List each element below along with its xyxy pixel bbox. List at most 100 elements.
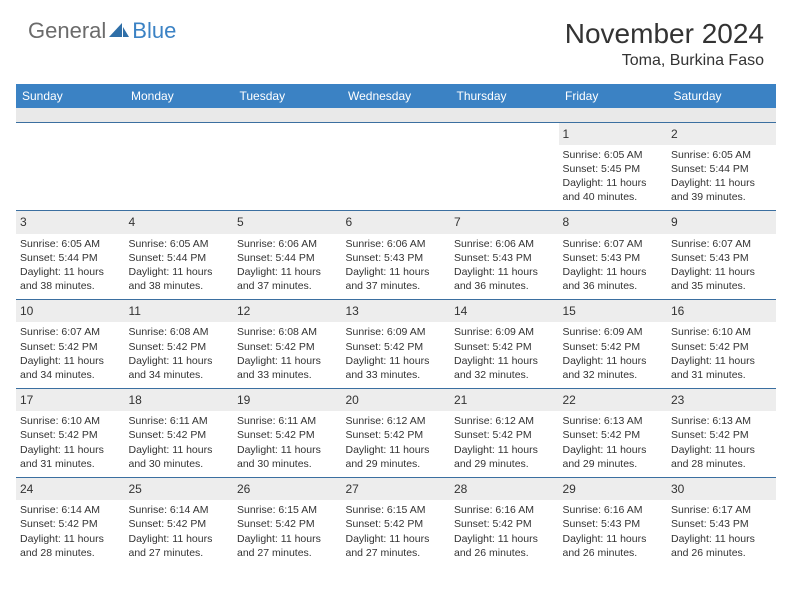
sunrise-text: Sunrise: 6:15 AM xyxy=(237,503,338,517)
daylight-text: Daylight: 11 hours and 27 minutes. xyxy=(346,532,447,560)
sunset-text: Sunset: 5:43 PM xyxy=(346,251,447,265)
day-number: 5 xyxy=(233,211,342,233)
daylight-text: Daylight: 11 hours and 28 minutes. xyxy=(20,532,121,560)
title-block: November 2024 Toma, Burkina Faso xyxy=(565,18,764,70)
sunset-text: Sunset: 5:42 PM xyxy=(563,428,664,442)
day-number: 24 xyxy=(16,478,125,500)
day-cell: 23Sunrise: 6:13 AMSunset: 5:42 PMDayligh… xyxy=(667,389,776,478)
day-number: 3 xyxy=(16,211,125,233)
logo-text-blue: Blue xyxy=(132,18,176,44)
daylight-text: Daylight: 11 hours and 26 minutes. xyxy=(454,532,555,560)
daylight-text: Daylight: 11 hours and 33 minutes. xyxy=(346,354,447,382)
dow-tuesday: Tuesday xyxy=(233,84,342,108)
logo-sail-icon xyxy=(108,22,130,40)
day-cell: 15Sunrise: 6:09 AMSunset: 5:42 PMDayligh… xyxy=(559,300,668,389)
daylight-text: Daylight: 11 hours and 36 minutes. xyxy=(563,265,664,293)
sunset-text: Sunset: 5:42 PM xyxy=(346,517,447,531)
day-number: 27 xyxy=(342,478,451,500)
day-cell: 19Sunrise: 6:11 AMSunset: 5:42 PMDayligh… xyxy=(233,389,342,478)
daylight-text: Daylight: 11 hours and 34 minutes. xyxy=(20,354,121,382)
day-number: 14 xyxy=(450,300,559,322)
day-cell: 17Sunrise: 6:10 AMSunset: 5:42 PMDayligh… xyxy=(16,389,125,478)
day-cell xyxy=(450,122,559,211)
sunrise-text: Sunrise: 6:09 AM xyxy=(454,325,555,339)
daylight-text: Daylight: 11 hours and 36 minutes. xyxy=(454,265,555,293)
daylight-text: Daylight: 11 hours and 38 minutes. xyxy=(129,265,230,293)
dow-thursday: Thursday xyxy=(450,84,559,108)
sunset-text: Sunset: 5:42 PM xyxy=(454,517,555,531)
dow-friday: Friday xyxy=(559,84,668,108)
sunrise-text: Sunrise: 6:08 AM xyxy=(129,325,230,339)
daylight-text: Daylight: 11 hours and 37 minutes. xyxy=(346,265,447,293)
day-cell xyxy=(16,122,125,211)
sunrise-text: Sunrise: 6:05 AM xyxy=(20,237,121,251)
sunset-text: Sunset: 5:42 PM xyxy=(129,428,230,442)
sunrise-text: Sunrise: 6:05 AM xyxy=(563,148,664,162)
day-cell xyxy=(233,122,342,211)
sunrise-text: Sunrise: 6:16 AM xyxy=(454,503,555,517)
day-number: 15 xyxy=(559,300,668,322)
day-cell: 20Sunrise: 6:12 AMSunset: 5:42 PMDayligh… xyxy=(342,389,451,478)
day-cell: 4Sunrise: 6:05 AMSunset: 5:44 PMDaylight… xyxy=(125,211,234,300)
sunrise-text: Sunrise: 6:07 AM xyxy=(563,237,664,251)
day-cell: 3Sunrise: 6:05 AMSunset: 5:44 PMDaylight… xyxy=(16,211,125,300)
daylight-text: Daylight: 11 hours and 29 minutes. xyxy=(454,443,555,471)
day-number: 12 xyxy=(233,300,342,322)
daylight-text: Daylight: 11 hours and 29 minutes. xyxy=(346,443,447,471)
sunrise-text: Sunrise: 6:06 AM xyxy=(454,237,555,251)
sunset-text: Sunset: 5:42 PM xyxy=(20,340,121,354)
daylight-text: Daylight: 11 hours and 31 minutes. xyxy=(20,443,121,471)
sunrise-text: Sunrise: 6:11 AM xyxy=(237,414,338,428)
day-number: 2 xyxy=(667,123,776,145)
header: General Blue November 2024 Toma, Burkina… xyxy=(0,0,792,78)
sunset-text: Sunset: 5:45 PM xyxy=(563,162,664,176)
sunset-text: Sunset: 5:42 PM xyxy=(671,340,772,354)
day-cell: 2Sunrise: 6:05 AMSunset: 5:44 PMDaylight… xyxy=(667,122,776,211)
sunset-text: Sunset: 5:42 PM xyxy=(129,340,230,354)
sunset-text: Sunset: 5:43 PM xyxy=(563,517,664,531)
day-number: 16 xyxy=(667,300,776,322)
sunset-text: Sunset: 5:42 PM xyxy=(671,428,772,442)
sunset-text: Sunset: 5:42 PM xyxy=(20,517,121,531)
sunrise-text: Sunrise: 6:08 AM xyxy=(237,325,338,339)
day-number: 23 xyxy=(667,389,776,411)
day-cell: 8Sunrise: 6:07 AMSunset: 5:43 PMDaylight… xyxy=(559,211,668,300)
day-number: 19 xyxy=(233,389,342,411)
day-number: 30 xyxy=(667,478,776,500)
spacer-row xyxy=(16,108,776,122)
daylight-text: Daylight: 11 hours and 33 minutes. xyxy=(237,354,338,382)
sunset-text: Sunset: 5:42 PM xyxy=(237,340,338,354)
sunset-text: Sunset: 5:42 PM xyxy=(454,428,555,442)
dow-monday: Monday xyxy=(125,84,234,108)
day-cell: 16Sunrise: 6:10 AMSunset: 5:42 PMDayligh… xyxy=(667,300,776,389)
day-number: 17 xyxy=(16,389,125,411)
day-number: 20 xyxy=(342,389,451,411)
day-number: 9 xyxy=(667,211,776,233)
day-cell: 10Sunrise: 6:07 AMSunset: 5:42 PMDayligh… xyxy=(16,300,125,389)
daylight-text: Daylight: 11 hours and 27 minutes. xyxy=(237,532,338,560)
week-row: 3 Sunrise: 6:05 AM Sunset: 5:44 PM Daylight… xyxy=(16,211,776,300)
day-cell xyxy=(342,122,451,211)
daylight-text: Daylight: 11 hours and 32 minutes. xyxy=(454,354,555,382)
dow-saturday: Saturday xyxy=(667,84,776,108)
day-cell: 29Sunrise: 6:16 AMSunset: 5:43 PMDayligh… xyxy=(559,478,668,566)
sunrise-text: Sunrise: 6:15 AM xyxy=(346,503,447,517)
day-number: 26 xyxy=(233,478,342,500)
sunset-text: Sunset: 5:43 PM xyxy=(671,517,772,531)
daylight-text: Daylight: 11 hours and 30 minutes. xyxy=(237,443,338,471)
day-cell: 7Sunrise: 6:06 AMSunset: 5:43 PMDaylight… xyxy=(450,211,559,300)
calendar-table: Sunday Monday Tuesday Wednesday Thursday… xyxy=(16,84,776,566)
sunrise-text: Sunrise: 6:06 AM xyxy=(346,237,447,251)
daylight-text: Daylight: 11 hours and 27 minutes. xyxy=(129,532,230,560)
sunset-text: Sunset: 5:44 PM xyxy=(237,251,338,265)
sunset-text: Sunset: 5:42 PM xyxy=(346,340,447,354)
day-cell: 13Sunrise: 6:09 AMSunset: 5:42 PMDayligh… xyxy=(342,300,451,389)
daylight-text: Daylight: 11 hours and 32 minutes. xyxy=(563,354,664,382)
daylight-text: Daylight: 11 hours and 39 minutes. xyxy=(671,176,772,204)
day-cell: 6Sunrise: 6:06 AMSunset: 5:43 PMDaylight… xyxy=(342,211,451,300)
sunset-text: Sunset: 5:42 PM xyxy=(20,428,121,442)
sunrise-text: Sunrise: 6:14 AM xyxy=(20,503,121,517)
day-cell: 24 Sunrise: 6:14 AMSunset: 5:42 PMDayligh… xyxy=(16,478,125,566)
sunset-text: Sunset: 5:43 PM xyxy=(563,251,664,265)
sunrise-text: Sunrise: 6:13 AM xyxy=(563,414,664,428)
